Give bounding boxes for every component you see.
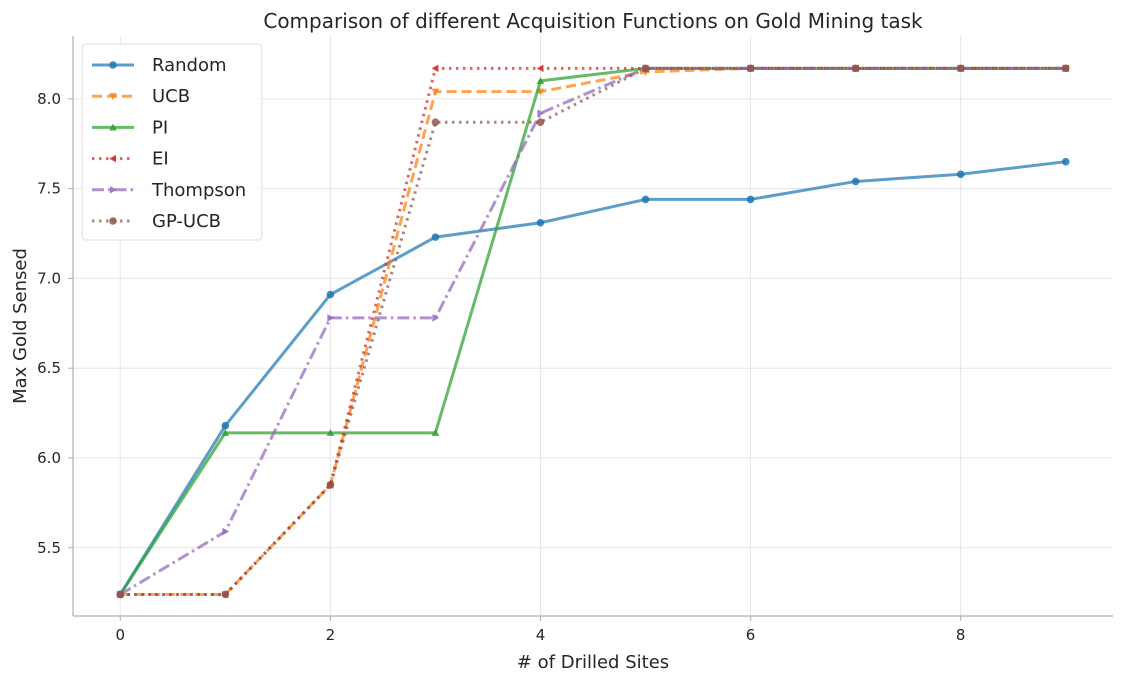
series-line-gp-ucb xyxy=(120,66,1066,596)
data-point-pi xyxy=(221,429,230,436)
data-point-random xyxy=(956,170,965,179)
y-ticks: 5.5 6.0 6.5 7.0 7.5 8.0 xyxy=(37,90,73,557)
y-tick-label: 5.5 xyxy=(37,539,61,557)
legend-label: Random xyxy=(152,55,227,76)
data-point-thompson xyxy=(537,109,545,118)
data-point-ucb xyxy=(431,88,440,96)
data-point-thompson xyxy=(327,314,335,322)
legend-item-pi: PI xyxy=(92,117,168,138)
legend-item-random: Random xyxy=(92,55,227,76)
x-tick-label: 4 xyxy=(536,626,546,644)
series-line-thompson xyxy=(119,66,1066,596)
data-point-thompson xyxy=(222,527,230,536)
data-point-gp-ucb xyxy=(326,481,335,489)
series-gp-ucb xyxy=(116,64,1070,599)
data-point-random xyxy=(326,290,335,299)
data-point-gp-ucb xyxy=(221,590,230,599)
y-tick-label: 6.0 xyxy=(37,449,61,467)
legend-label: UCB xyxy=(152,86,190,107)
legend-item-ucb: UCB xyxy=(92,86,190,107)
data-point-gp-ucb xyxy=(641,64,650,73)
data-point-random xyxy=(641,195,650,204)
data-point-random xyxy=(851,177,860,186)
series xyxy=(116,64,1070,599)
data-point-random xyxy=(221,421,230,430)
legend-marker xyxy=(109,123,117,131)
legend-marker xyxy=(109,61,117,69)
data-point-thompson xyxy=(432,314,440,322)
x-tick-label: 6 xyxy=(746,626,756,644)
legend-label: GP-UCB xyxy=(152,211,221,232)
x-tick-label: 8 xyxy=(956,626,966,644)
data-point-ei xyxy=(536,64,544,73)
data-point-gp-ucb xyxy=(1061,64,1070,73)
y-axis-label: Max Gold Sensed xyxy=(10,248,31,404)
data-point-gp-ucb xyxy=(536,118,545,126)
legend-marker xyxy=(109,217,117,225)
series-random xyxy=(116,157,1070,599)
y-tick-label: 7.5 xyxy=(37,180,61,198)
data-point-random xyxy=(431,233,440,241)
legend-frame xyxy=(81,43,263,241)
data-point-random xyxy=(536,218,545,227)
y-tick-label: 6.5 xyxy=(37,359,61,377)
y-tick-label: 7.0 xyxy=(37,269,61,287)
series-line-ucb xyxy=(120,66,1066,596)
data-point-random xyxy=(1061,157,1070,166)
x-axis-label: # of Drilled Sites xyxy=(517,652,669,673)
legend-marker xyxy=(109,186,117,194)
axes xyxy=(72,36,1113,617)
legend-item-thompson: Thompson xyxy=(92,180,246,201)
data-point-gp-ucb xyxy=(431,118,440,126)
data-point-gp-ucb xyxy=(746,64,755,73)
legend-item-ei: EI xyxy=(92,149,169,170)
series-line-random xyxy=(118,160,1066,596)
data-point-gp-ucb xyxy=(851,64,860,73)
data-point-gp-ucb xyxy=(956,64,965,73)
y-tick-label: 8.0 xyxy=(37,90,61,108)
data-point-pi xyxy=(326,429,335,436)
legend-marker xyxy=(109,154,117,163)
legend-label: PI xyxy=(152,117,168,138)
x-tick-label: 2 xyxy=(326,626,336,644)
legend-label: Thompson xyxy=(151,180,246,201)
legend-item-gp-ucb: GP-UCB xyxy=(92,211,221,232)
x-tick-label: 0 xyxy=(115,626,125,644)
legend-marker xyxy=(109,93,117,100)
data-point-random xyxy=(746,195,755,204)
legend-label: EI xyxy=(152,149,169,170)
data-point-ei xyxy=(431,64,439,73)
data-point-gp-ucb xyxy=(116,590,125,599)
data-point-pi xyxy=(431,429,440,436)
x-ticks: 0 2 4 6 8 xyxy=(115,616,965,644)
chart-title: Comparison of different Acquisition Func… xyxy=(263,9,923,33)
legend: Random UCB PI EI Thompson GP-UCB xyxy=(81,43,263,241)
data-point-pi xyxy=(536,77,545,84)
